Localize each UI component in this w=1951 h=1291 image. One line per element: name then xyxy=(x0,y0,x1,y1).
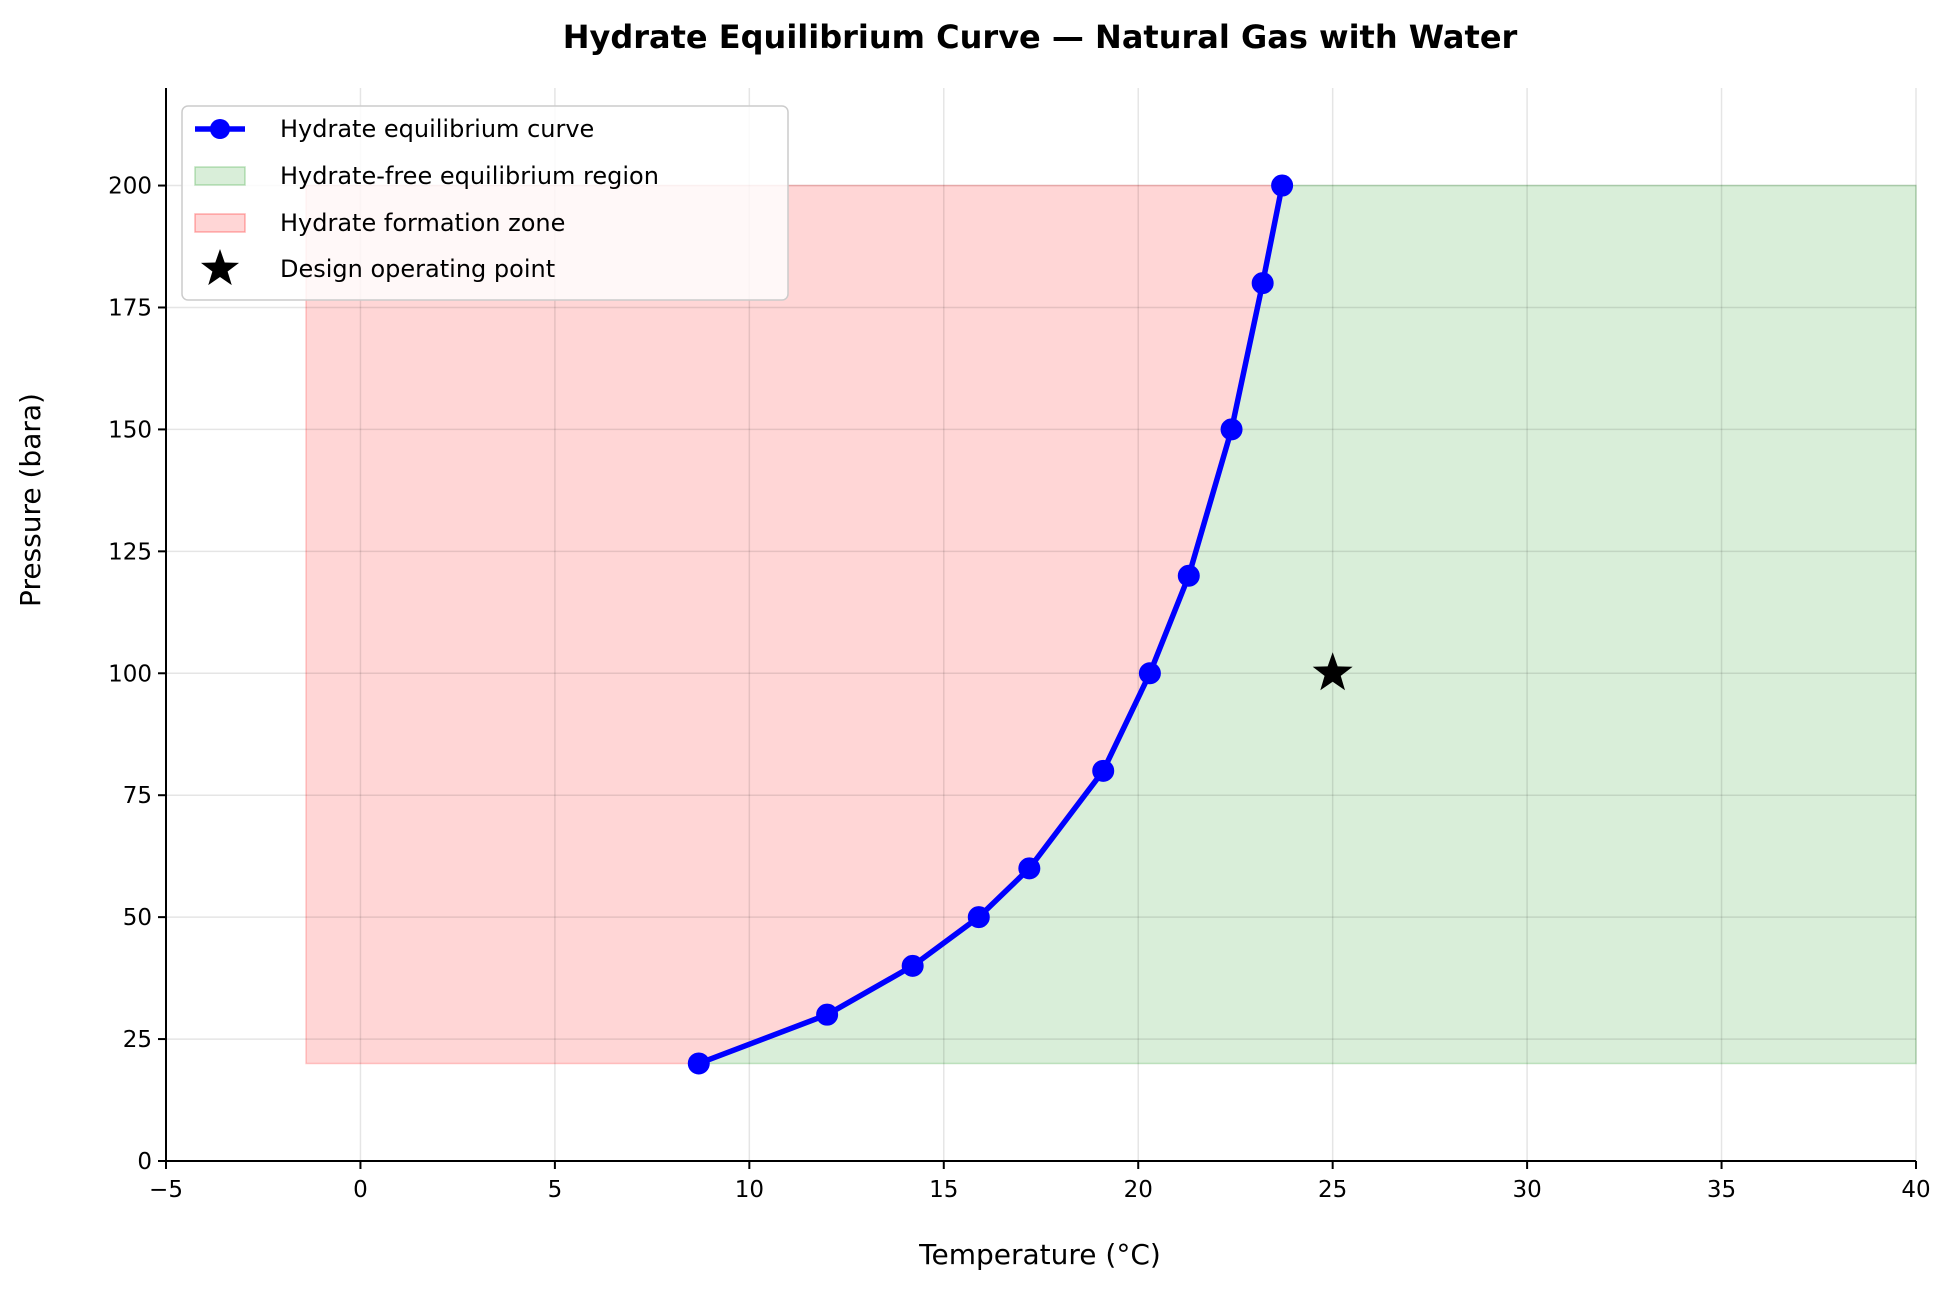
regions-layer xyxy=(305,184,1917,1065)
x-tick-label: −5 xyxy=(149,1177,183,1203)
y-tick-label: 200 xyxy=(108,174,152,200)
legend-label: Hydrate-free equilibrium region xyxy=(280,162,659,190)
equilibrium-curve-point xyxy=(1138,662,1161,685)
y-tick-label: 25 xyxy=(123,1027,152,1053)
equilibrium-curve-point xyxy=(1018,857,1041,880)
x-tick-label: 20 xyxy=(1124,1177,1153,1203)
legend-label: Design operating point xyxy=(280,255,555,283)
legend-star-swatch xyxy=(200,249,240,286)
y-tick-label: 75 xyxy=(123,783,152,809)
x-tick-label: 15 xyxy=(929,1177,958,1203)
legend-frame xyxy=(181,105,789,301)
series-layer xyxy=(687,174,1294,1075)
equilibrium-curve-point xyxy=(1092,759,1115,782)
y-tick-label: 150 xyxy=(108,417,152,443)
legend-label: Hydrate equilibrium curve xyxy=(280,115,594,143)
legend: Hydrate equilibrium curve Hydrate-free eq… xyxy=(181,105,789,301)
points-layer xyxy=(1312,652,1353,691)
x-tick-label: 25 xyxy=(1318,1177,1347,1203)
y-tick-label: 175 xyxy=(108,295,152,321)
y-tick-label: 0 xyxy=(137,1149,152,1175)
equilibrium-curve-point xyxy=(1220,418,1243,441)
design-operating-point-star xyxy=(1312,652,1353,691)
legend-patch-swatch xyxy=(194,213,246,233)
legend-patch-swatch xyxy=(194,166,246,186)
equilibrium-curve-point xyxy=(967,906,990,929)
y-tick-label: 125 xyxy=(108,539,152,565)
x-tick-label: 0 xyxy=(353,1177,368,1203)
axes-layer xyxy=(165,88,1916,1162)
y-tick-label: 100 xyxy=(108,661,152,687)
equilibrium-curve-point xyxy=(816,1003,839,1026)
legend-label: Hydrate formation zone xyxy=(280,209,565,237)
equilibrium-curve-point xyxy=(1271,174,1294,197)
legend-marker-swatch xyxy=(210,119,230,139)
equilibrium-curve-point xyxy=(901,954,924,977)
x-axis-label: Temperature (°C) xyxy=(918,1238,1161,1271)
x-tick-label: 10 xyxy=(735,1177,764,1203)
x-tick-label: 30 xyxy=(1512,1177,1541,1203)
x-tick-label: 40 xyxy=(1901,1177,1930,1203)
equilibrium-curve-point xyxy=(1177,564,1200,587)
x-tick-label: 35 xyxy=(1707,1177,1736,1203)
equilibrium-curve-point xyxy=(687,1052,710,1075)
equilibrium-curve-point xyxy=(1251,272,1274,295)
y-axis-label: Pressure (bara) xyxy=(14,393,47,607)
y-tick-label: 50 xyxy=(123,905,152,931)
x-tick-label: 5 xyxy=(548,1177,563,1203)
chart-title: Hydrate Equilibrium Curve — Natural Gas … xyxy=(563,18,1518,56)
